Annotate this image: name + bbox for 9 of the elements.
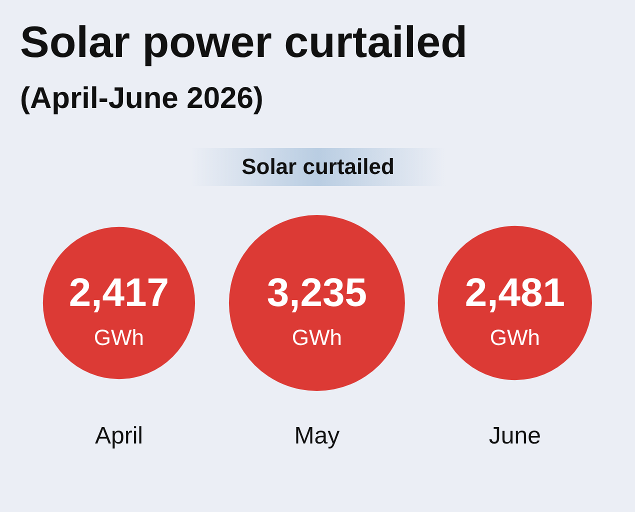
category-label: April bbox=[94, 422, 143, 450]
text: (April-June 2026) bbox=[20, 82, 264, 116]
text: Solar power curtailed bbox=[20, 18, 468, 68]
text: Solar curtailed bbox=[190, 148, 446, 186]
category-label: June bbox=[488, 422, 541, 450]
data-label: 2,417 GWh bbox=[68, 271, 170, 350]
data-label: 3,235 GWh bbox=[266, 271, 368, 350]
category-label: May bbox=[294, 422, 340, 450]
data-label: 2,481 GWh bbox=[464, 271, 565, 350]
